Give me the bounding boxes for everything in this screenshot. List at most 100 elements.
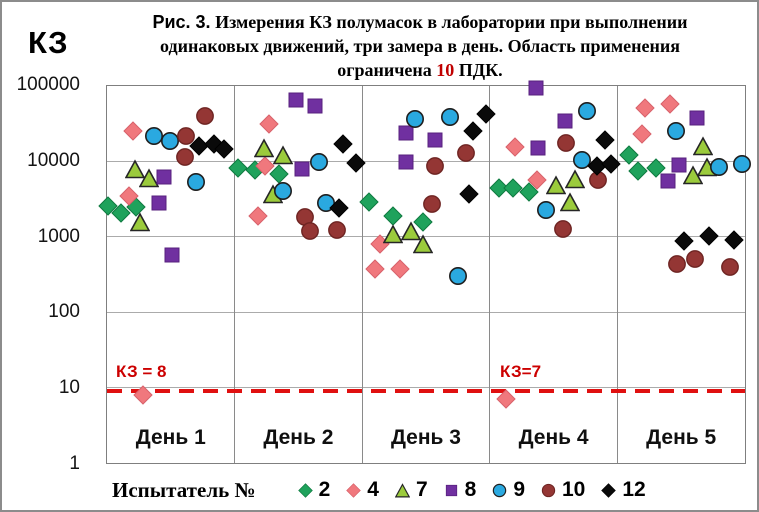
circle-icon: [667, 122, 686, 141]
diamond-icon: [390, 259, 411, 280]
triangle-icon: [139, 167, 160, 187]
data-point-tester-12: [723, 230, 744, 250]
data-point-tester-10: [327, 220, 347, 240]
data-point-tester-2: [126, 197, 147, 218]
data-point-tester-2: [628, 161, 648, 181]
figure-number: Рис. 3.: [152, 12, 211, 32]
circle-icon: [177, 126, 196, 145]
diamond-icon: [228, 157, 249, 178]
circle-icon: [175, 147, 194, 166]
diamond-icon: [527, 170, 547, 191]
legend-item-label: 2: [318, 478, 331, 501]
diamond-icon: [297, 482, 313, 498]
data-point-tester-10: [553, 219, 573, 239]
data-point-tester-4: [133, 385, 153, 405]
legend-item-label: 10: [562, 478, 586, 501]
triangle-icon: [400, 221, 421, 241]
x-axis-day-label: День 5: [646, 426, 717, 449]
circle-icon: [327, 221, 346, 239]
data-point-tester-9: [405, 109, 425, 129]
data-point-tester-10: [456, 143, 476, 163]
square-icon: [671, 157, 687, 173]
data-point-tester-7: [130, 212, 151, 232]
data-point-tester-12: [459, 184, 480, 205]
day-separator-line: [234, 86, 236, 463]
triangle-icon: [565, 169, 586, 189]
data-point-tester-8: [658, 171, 678, 191]
data-point-tester-4: [631, 124, 652, 144]
legend-item-tester-7: 7: [394, 478, 428, 502]
data-point-tester-2: [503, 178, 523, 198]
data-point-tester-4: [247, 206, 268, 226]
square-icon: [557, 113, 573, 129]
data-point-tester-4: [390, 259, 411, 280]
figure-title-line3: ограничена 10 ПДК.: [337, 60, 503, 80]
data-point-tester-7: [546, 175, 567, 195]
plot-area: КЗ = 8 КЗ=7 День 1 День 2 День 3 День 4 День…: [98, 80, 752, 464]
triangle-icon: [394, 482, 410, 497]
legend-item-tester-4: 4: [346, 478, 379, 502]
diamond-icon: [619, 145, 639, 166]
circle-icon: [426, 156, 444, 175]
data-point-tester-8: [526, 78, 546, 98]
legend-item-tester-8: 8: [444, 478, 476, 502]
data-point-tester-4: [505, 137, 526, 157]
data-point-tester-9: [160, 131, 180, 151]
triangle-icon: [130, 212, 151, 232]
circle-icon: [274, 181, 293, 200]
circle-icon: [710, 158, 729, 177]
data-point-tester-2: [413, 212, 434, 233]
data-point-tester-2: [645, 158, 666, 179]
legend-item-label: 7: [415, 478, 428, 501]
data-point-tester-10: [685, 249, 705, 269]
data-point-tester-12: [333, 134, 353, 154]
data-point-tester-8: [425, 130, 445, 150]
circle-icon: [187, 172, 206, 191]
data-point-tester-9: [536, 200, 556, 220]
triangle-icon: [253, 138, 274, 158]
diamond-icon: [645, 158, 666, 179]
diamond-icon: [247, 206, 268, 226]
data-point-tester-7: [400, 221, 421, 241]
legend-item-tester-10: 10: [541, 478, 585, 502]
data-point-tester-2: [358, 192, 379, 212]
square-icon: [445, 484, 457, 496]
legend-item-label: 12: [622, 478, 646, 501]
data-point-tester-4: [118, 186, 139, 206]
square-icon: [164, 247, 180, 263]
diamond-icon: [122, 121, 143, 142]
data-point-tester-4: [496, 389, 517, 409]
legend-item-label: 9: [513, 478, 525, 501]
circle-icon: [160, 132, 179, 151]
diamond-icon: [133, 385, 153, 405]
horizontal-gridline: [107, 311, 745, 313]
data-point-tester-9: [572, 150, 592, 170]
data-point-tester-8: [687, 108, 707, 128]
figure-title-line2: одинаковых движений, три замера в день. …: [160, 36, 680, 56]
circle-icon: [686, 250, 705, 269]
square-icon: [151, 195, 167, 211]
data-point-tester-10: [176, 126, 196, 146]
diamond-icon: [519, 182, 540, 202]
diamond-icon: [255, 155, 275, 176]
triangle-icon: [125, 159, 146, 179]
data-point-tester-9: [186, 172, 206, 192]
diamond-icon: [463, 121, 483, 142]
circle-icon: [309, 153, 328, 172]
data-point-tester-12: [346, 153, 366, 173]
data-point-tester-8: [555, 111, 575, 131]
data-point-tester-9: [440, 107, 460, 127]
y-axis-title: КЗ: [28, 25, 68, 60]
x-axis-day-label: День 1: [135, 426, 206, 449]
data-point-tester-8: [154, 167, 174, 187]
figure-title: Рис. 3. Измерения КЗ полумасок в лаборат…: [86, 10, 754, 82]
square-icon: [398, 125, 414, 141]
circle-icon: [196, 107, 215, 125]
data-point-tester-4: [255, 155, 275, 176]
data-point-tester-10: [175, 147, 195, 167]
legend-item-tester-2: 2: [297, 478, 331, 502]
circle-icon: [145, 126, 164, 145]
y-axis-tick-label: 1: [69, 453, 80, 474]
triangle-icon: [382, 224, 403, 243]
